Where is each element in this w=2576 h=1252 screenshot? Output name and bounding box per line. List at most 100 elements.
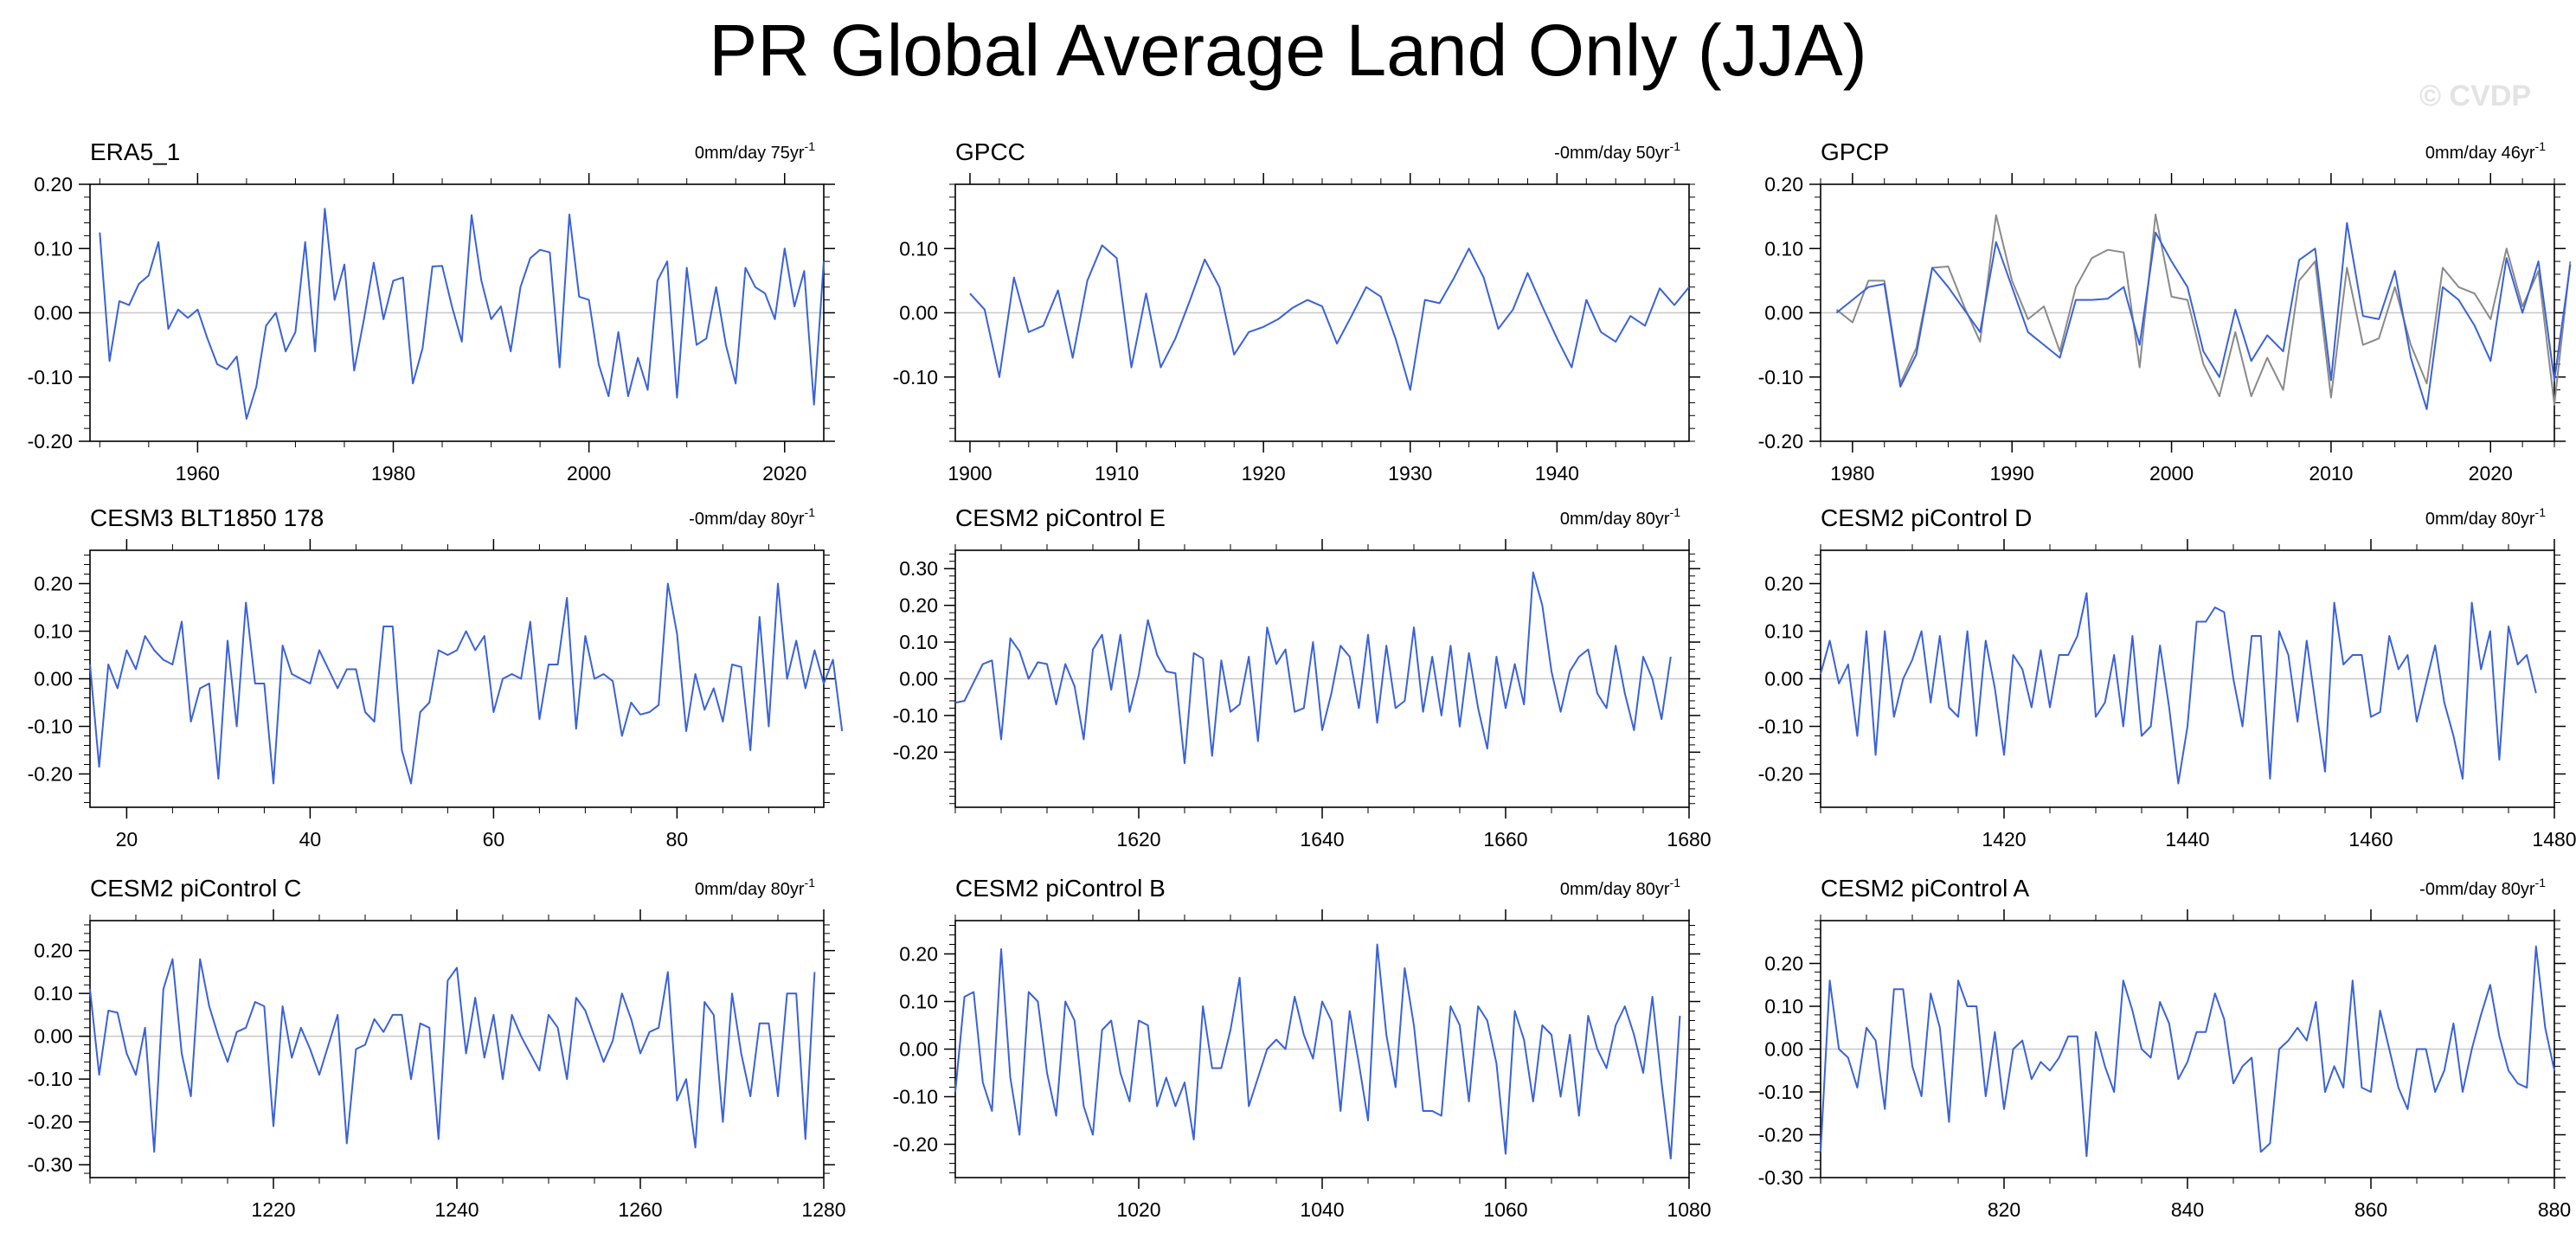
x-tick-label: 1920: [1242, 462, 1286, 485]
x-tick-label: 1640: [1300, 828, 1344, 851]
y-tick-label: 0.10: [899, 991, 938, 1013]
y-tick-label: -0.20: [893, 1133, 938, 1156]
x-tick-label: 1480: [2532, 828, 2576, 851]
trend-label: 0mm/day 80yr-1: [2425, 505, 2546, 529]
x-tick-label: 840: [2171, 1198, 2204, 1221]
y-tick-label: -0.30: [28, 1153, 73, 1176]
x-tick-label: 1980: [371, 462, 415, 485]
series-line-1: [969, 244, 1690, 391]
panel-title: CESM2 piControl C: [90, 875, 301, 902]
x-tick-label: 820: [1988, 1198, 2020, 1221]
x-tick-label: 1460: [2348, 828, 2393, 851]
x-tick-label: 2000: [567, 462, 611, 485]
panel-1: ERA5_1 0mm/day 75yr-1 -0.20 -0.10 0.00 0.10 0.…: [28, 138, 835, 485]
figure-title: PR Global Average Land Only (JJA): [709, 10, 1867, 91]
y-tick-label: -0.10: [28, 366, 73, 388]
y-tick-label: -0.10: [1758, 716, 1803, 738]
trend-exponent: -1: [805, 505, 816, 519]
trend-label: 0mm/day 80yr-1: [1560, 505, 1680, 529]
y-tick-label: 0.10: [899, 631, 938, 653]
series-line-1: [89, 582, 844, 785]
y-tick-label: 0.00: [34, 302, 73, 324]
trend-label: -0mm/day 80yr-1: [2419, 876, 2546, 899]
panel-5: CESM2 piControl E 0mm/day 80yr-1 -0.20 -0.1…: [893, 504, 1712, 851]
watermark: © CVDP: [2419, 80, 2531, 112]
x-tick-label: 1060: [1483, 1198, 1527, 1221]
x-tick-label: 40: [299, 828, 322, 851]
y-tick-label: 0.10: [1764, 995, 1803, 1018]
x-tick-label: 880: [2538, 1198, 2571, 1221]
x-tick-label: 1980: [1830, 462, 1874, 485]
y-tick-label: -0.30: [1758, 1166, 1803, 1189]
y-tick-label: 0.20: [34, 173, 73, 196]
series-line-1: [89, 958, 816, 1153]
trend-label: 0mm/day 46yr-1: [2425, 139, 2546, 163]
panel-title: CESM3 BLT1850 178: [90, 504, 324, 531]
panel-title: ERA5_1: [90, 138, 180, 165]
panel-title: GPCP: [1821, 138, 1889, 165]
panel-4: CESM3 BLT1850 178 -0mm/day 80yr-1 -0.20 -0.…: [28, 504, 844, 851]
x-tick-label: 1990: [1990, 462, 2034, 485]
y-tick-label: 0.00: [1764, 668, 1803, 690]
trend-exponent: -1: [2535, 139, 2547, 153]
y-tick-label: 0.30: [899, 557, 938, 580]
y-tick-label: -0.10: [1758, 1081, 1803, 1103]
x-tick-label: 1660: [1483, 828, 1527, 851]
x-tick-label: 1680: [1667, 828, 1711, 851]
x-tick-label: 1930: [1388, 462, 1432, 485]
y-tick-label: 0.20: [1764, 573, 1803, 595]
y-tick-label: 0.00: [899, 668, 938, 690]
trend-label: -0mm/day 50yr-1: [1554, 139, 1680, 163]
y-tick-label: 0.00: [34, 1025, 73, 1048]
trend-exponent: -1: [1670, 876, 1681, 889]
panel-6: CESM2 piControl D 0mm/day 80yr-1 -0.20 -0.1…: [1758, 504, 2576, 851]
y-tick-label: -0.20: [28, 430, 73, 453]
series-line-1: [1820, 592, 2537, 785]
x-tick-label: 1080: [1667, 1198, 1711, 1221]
panel-title: CESM2 piControl B: [955, 875, 1166, 902]
x-tick-label: 1260: [618, 1198, 662, 1221]
x-tick-label: 1280: [801, 1198, 845, 1221]
y-tick-label: 0.00: [899, 1038, 938, 1061]
y-tick-label: 0.00: [899, 302, 938, 324]
y-tick-label: -0.20: [28, 1111, 73, 1133]
y-tick-label: -0.10: [28, 716, 73, 738]
y-tick-label: 0.20: [899, 943, 938, 966]
y-tick-label: -0.20: [1758, 763, 1803, 786]
y-tick-label: -0.20: [893, 741, 938, 763]
y-tick-label: 0.10: [899, 237, 938, 260]
y-tick-label: 0.10: [34, 620, 73, 643]
y-tick-label: 0.20: [1764, 173, 1803, 196]
panel-9: CESM2 piControl A -0mm/day 80yr-1 -0.30 -0.…: [1758, 875, 2572, 1221]
y-tick-label: 0.20: [1764, 953, 1803, 975]
panel-7: CESM2 piControl C 0mm/day 80yr-1 -0.30 -0.2…: [28, 875, 846, 1221]
x-tick-label: 1960: [176, 462, 220, 485]
y-tick-label: 0.00: [1764, 1038, 1803, 1061]
y-tick-label: 0.00: [1764, 302, 1803, 324]
x-tick-label: 1220: [251, 1198, 295, 1221]
y-tick-label: 0.20: [34, 573, 73, 595]
trend-label: 0mm/day 80yr-1: [1560, 876, 1680, 899]
x-tick-label: 1020: [1116, 1198, 1160, 1221]
series-line-1: [1835, 213, 2572, 406]
y-tick-label: 0.00: [34, 668, 73, 690]
series-line-1: [954, 943, 1681, 1159]
trend-label: 0mm/day 80yr-1: [695, 876, 815, 899]
x-tick-label: 20: [116, 828, 138, 851]
series-line-1: [954, 571, 1672, 765]
y-tick-label: -0.20: [28, 763, 73, 786]
trend-exponent: -1: [2535, 505, 2547, 519]
trend-exponent: -1: [805, 139, 816, 153]
panel-2: GPCC -0mm/day 50yr-1 -0.10 0.00 0.10 1900 1910…: [893, 138, 1700, 485]
x-tick-label: 1940: [1535, 462, 1579, 485]
x-tick-label: 80: [666, 828, 689, 851]
x-tick-label: 2020: [2469, 462, 2513, 485]
y-tick-label: 0.10: [1764, 237, 1803, 260]
y-tick-label: 0.10: [34, 982, 73, 1005]
panel-title: CESM2 piControl A: [1821, 875, 2030, 902]
series-line-1: [1820, 945, 2555, 1158]
x-tick-label: 1420: [1982, 828, 2026, 851]
y-tick-label: 0.10: [1764, 620, 1803, 643]
y-tick-label: 0.20: [34, 940, 73, 962]
